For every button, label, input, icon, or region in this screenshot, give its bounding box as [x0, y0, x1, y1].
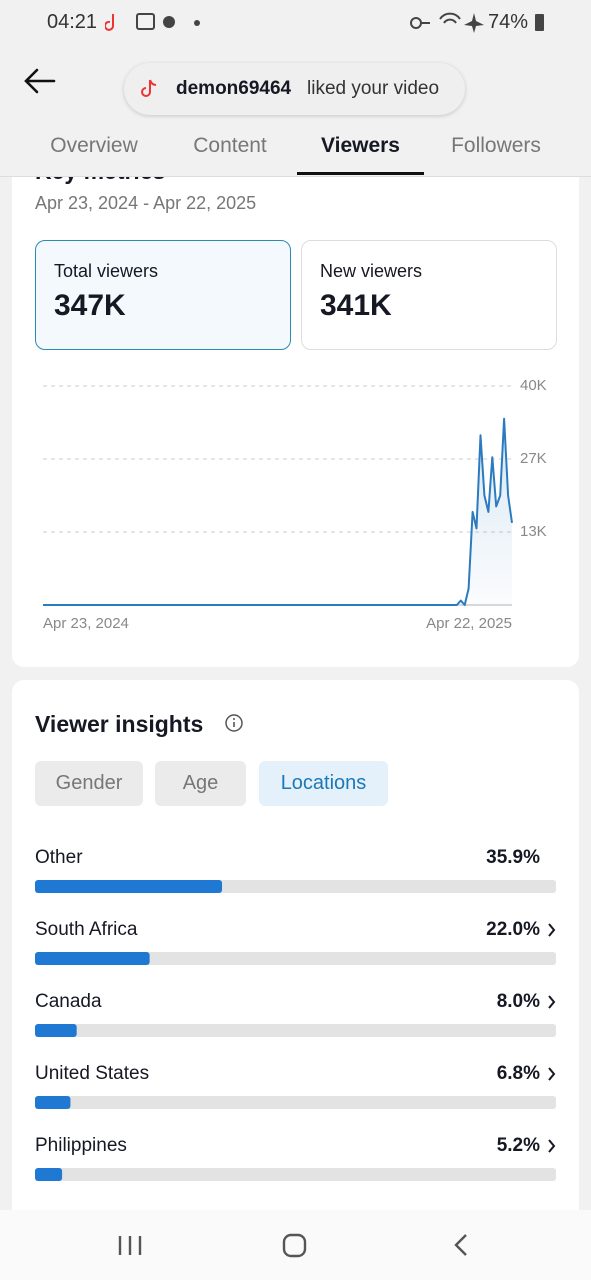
metric-value: 341K [320, 289, 392, 322]
section-title: Viewer insights [35, 711, 204, 737]
location-value: 5.2% [497, 1135, 540, 1156]
bar [35, 1024, 77, 1037]
tab[interactable]: Followers [451, 134, 541, 157]
chevron [548, 1139, 556, 1153]
location-name: Other [35, 847, 83, 868]
status-icons-right [410, 12, 544, 33]
chevron [548, 923, 556, 937]
chevron [548, 995, 556, 1009]
location-value: 22.0% [486, 919, 540, 940]
y-tick-label: 13K [520, 523, 547, 540]
location-name: South Africa [35, 919, 138, 940]
area [43, 418, 512, 605]
filter-chip[interactable]: Age [155, 761, 246, 806]
bar [35, 1096, 71, 1109]
tab[interactable]: Content [193, 134, 267, 157]
location-name: Philippines [35, 1135, 127, 1156]
bar-track [35, 1024, 556, 1037]
y-tick-label: 27K [520, 450, 547, 467]
filter-chip[interactable]: Locations [259, 761, 388, 806]
bar-chart: Other 35.9% South Africa 22.0% Canada 8.0% Uni… [35, 847, 556, 1181]
location-name: Canada [35, 991, 102, 1012]
location-name: United States [35, 1063, 149, 1084]
notification-text: liked your video [307, 78, 440, 99]
nav-bar [0, 1210, 591, 1280]
battery-text: 74% [488, 11, 529, 33]
metric-label: New viewers [320, 261, 423, 281]
back-button[interactable] [22, 66, 58, 96]
x-tick-label: Apr 22, 2025 [426, 615, 512, 632]
nav-icons [118, 1233, 467, 1258]
metric-value: 347K [54, 289, 126, 322]
location-value: 35.9% [486, 847, 540, 868]
app-icon [141, 79, 157, 97]
line-chart: 13K 27K 40K Apr 23, 2024 Apr 22, 2025 [43, 377, 547, 632]
notification[interactable]: demon69464 liked your video [124, 63, 465, 115]
bar-track [35, 1168, 556, 1181]
date-range: Apr 23, 2024 - Apr 22, 2025 [35, 193, 257, 213]
bar [35, 952, 150, 965]
status-icons [105, 13, 200, 31]
tab-indicator [297, 172, 424, 175]
bar [35, 1168, 63, 1181]
location-value: 6.8% [497, 1063, 540, 1084]
notification-user: demon69464 [176, 78, 292, 99]
location-value: 8.0% [497, 991, 540, 1012]
bar-track [35, 952, 556, 965]
filter-chip[interactable]: Gender [35, 761, 143, 806]
metric-card[interactable]: Total viewers 347K [35, 240, 291, 350]
x-tick-label: Apr 23, 2024 [43, 615, 129, 632]
tab[interactable]: Viewers [320, 134, 400, 157]
clock: 04:21 [47, 11, 98, 33]
line [43, 417, 513, 606]
info-icon[interactable] [224, 713, 244, 733]
metric-label: Total viewers [54, 261, 159, 281]
metric-card[interactable]: New viewers 341K [301, 240, 557, 350]
chevron [548, 1067, 556, 1081]
bar-track [35, 1096, 556, 1109]
y-tick-label: 40K [520, 377, 547, 394]
bar [35, 880, 223, 893]
tab[interactable]: Overview [50, 134, 138, 157]
